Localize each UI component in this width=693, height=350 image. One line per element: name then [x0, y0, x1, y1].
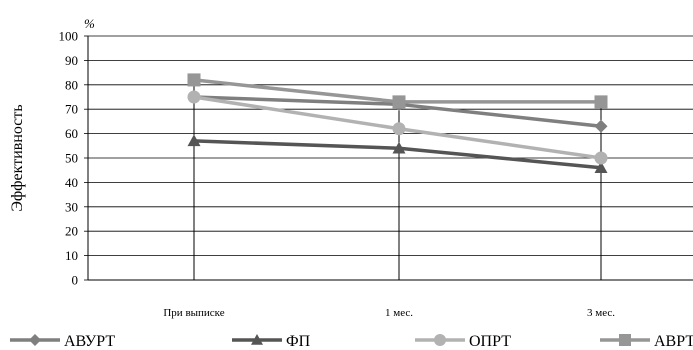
- point-square: [392, 95, 406, 109]
- y-tick-label: 30: [65, 199, 78, 214]
- series-group: [187, 73, 608, 173]
- point-diamond: [594, 119, 608, 133]
- legend-item: АВУРТ: [10, 333, 115, 350]
- legend-item: АВРТ: [600, 333, 693, 350]
- y-tick-label: 50: [65, 151, 78, 166]
- y-axis-unit: %: [84, 16, 95, 31]
- point-triangle: [187, 134, 201, 147]
- series-square: [187, 73, 608, 109]
- legend: АВУРТ ФП ОПРТ АВРТ: [10, 333, 693, 350]
- legend-label: ФП: [286, 333, 311, 350]
- axes: [87, 36, 693, 281]
- point-triangle: [594, 161, 608, 173]
- point-triangle: [392, 141, 406, 154]
- x-category-label: 3 мес.: [587, 307, 615, 319]
- point-triangle: [251, 334, 263, 345]
- point-circle: [434, 334, 446, 346]
- y-tick-label: 100: [59, 29, 79, 44]
- y-tick-label: 60: [65, 126, 78, 141]
- point-square: [187, 73, 201, 87]
- point-square: [594, 95, 608, 109]
- legend-item: ОПРТ: [415, 333, 511, 350]
- y-tick-labels: 0 10 20 30 40 50 60 70 80 90 100: [59, 29, 79, 288]
- y-tick-label: 70: [65, 102, 78, 117]
- legend-label: АВУРТ: [64, 333, 115, 350]
- drop-lines: [193, 79, 602, 280]
- point-square: [619, 334, 631, 346]
- point-circle: [392, 122, 406, 136]
- point-diamond: [29, 334, 41, 346]
- y-tick-label: 40: [65, 175, 78, 190]
- y-tick-label: 80: [65, 77, 78, 92]
- x-category-label: При выписке: [163, 307, 224, 319]
- x-category-label: 1 мес.: [385, 307, 413, 319]
- legend-item: ФП: [232, 333, 311, 350]
- y-tick-label: 20: [65, 224, 78, 239]
- y-axis-label: Эффективность: [9, 104, 26, 211]
- legend-label: ОПРТ: [469, 333, 511, 350]
- y-tick-label: 90: [65, 53, 78, 68]
- series-triangle: [187, 134, 608, 173]
- y-tick-label: 0: [72, 273, 79, 288]
- series-circle: [187, 90, 608, 165]
- x-category-labels: При выписке 1 мес. 3 мес.: [163, 307, 615, 319]
- point-circle: [187, 90, 201, 104]
- y-tick-label: 10: [65, 248, 78, 263]
- legend-label: АВРТ: [654, 333, 693, 350]
- point-circle: [594, 151, 608, 165]
